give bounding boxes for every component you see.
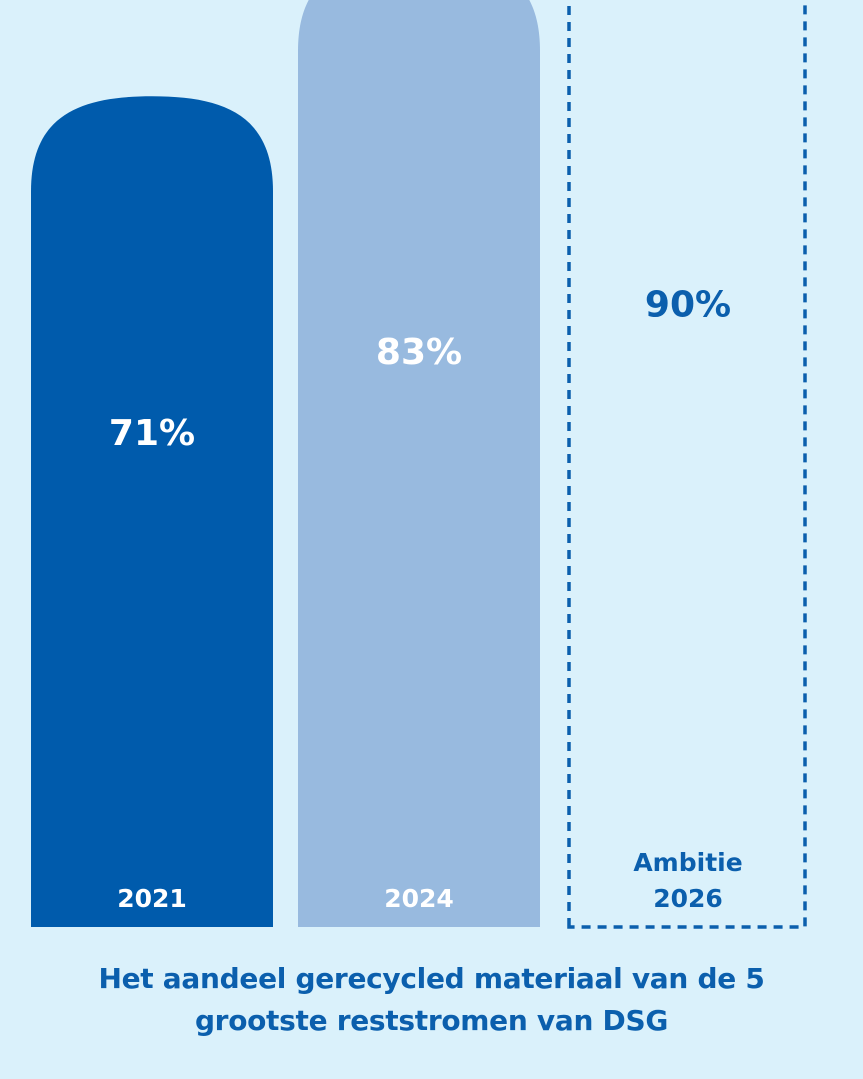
chart-title-line-2: grootste reststromen van DSG <box>194 1004 669 1037</box>
data-label: 83% <box>376 332 462 373</box>
chart-title: Het aandeel gerecycled materiaal van de … <box>0 958 863 1042</box>
bar-ambitie-2026 <box>567 0 807 929</box>
bar-chart: 71% 2021 83% 2024 90% Ambitie 2026 <box>31 0 807 929</box>
bar-2021 <box>31 96 273 928</box>
chart-title-line-1: Het aandeel gerecycled materiaal van de … <box>98 962 765 995</box>
category-label: 2021 <box>117 884 187 913</box>
category-label: 2026 <box>653 884 723 913</box>
category-label: Ambitie <box>633 848 742 877</box>
data-label: 90% <box>645 284 731 325</box>
category-label: 2024 <box>384 884 454 913</box>
bar-2024 <box>298 0 540 927</box>
data-label: 71% <box>109 413 195 454</box>
